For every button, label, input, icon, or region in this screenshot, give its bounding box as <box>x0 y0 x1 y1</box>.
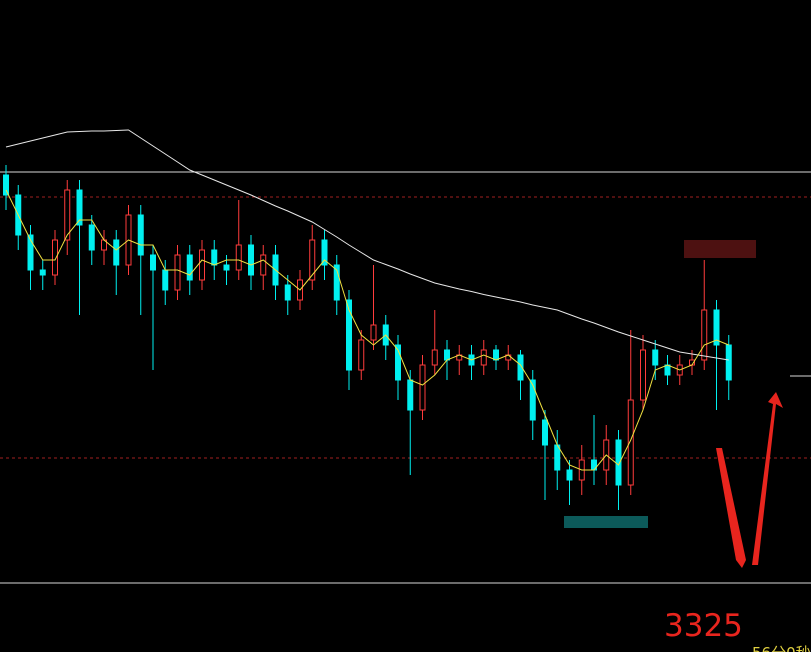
candle-body <box>333 264 340 301</box>
candle-body <box>370 324 377 341</box>
candle-body <box>260 254 267 276</box>
candle-body <box>3 174 9 196</box>
candle-body <box>419 364 426 411</box>
candle-body <box>346 299 352 371</box>
candle-body <box>174 254 181 291</box>
candle-body <box>186 254 193 281</box>
annotation-timer: 56分0秒 <box>752 644 811 652</box>
candle-body <box>284 284 291 301</box>
candle-body <box>321 239 328 266</box>
candle-body <box>664 364 671 376</box>
moving-average <box>5 189 729 471</box>
candle-body <box>713 309 720 346</box>
candle-body <box>444 349 450 361</box>
candle-body <box>480 349 487 366</box>
candle-body <box>64 189 71 241</box>
candle-body <box>542 419 548 446</box>
candle-body <box>431 349 438 366</box>
candle-body <box>150 254 156 271</box>
candle-body <box>235 244 242 271</box>
candle-body <box>493 349 499 361</box>
candle-body <box>529 379 536 421</box>
candle-body <box>27 234 34 271</box>
candle-body <box>88 224 95 251</box>
candle-body <box>223 264 230 271</box>
candle-body <box>358 339 365 371</box>
candle-body <box>725 344 732 381</box>
candle-body <box>640 349 646 401</box>
candle-body <box>566 469 573 481</box>
blurred-label <box>684 240 756 258</box>
candle-body <box>652 349 659 366</box>
moving-average <box>5 129 729 361</box>
candle-body <box>407 379 414 411</box>
arrow-up <box>752 392 783 565</box>
candle-body <box>137 214 144 256</box>
candle-body <box>76 189 83 226</box>
candle-body <box>39 269 46 276</box>
arrow-down <box>716 448 746 568</box>
candle-body <box>248 244 254 276</box>
candle-body <box>199 249 205 281</box>
blurred-label <box>564 516 648 528</box>
candle-body <box>211 249 218 266</box>
annotation-price: 3325 <box>664 608 743 644</box>
candle-body <box>395 344 401 381</box>
candle-body <box>52 239 58 276</box>
candle-body <box>627 399 634 486</box>
candle-body <box>517 354 524 381</box>
candle-body <box>113 239 120 266</box>
candle-body <box>701 309 708 361</box>
candle-body <box>309 239 316 281</box>
candle-body <box>162 269 169 291</box>
